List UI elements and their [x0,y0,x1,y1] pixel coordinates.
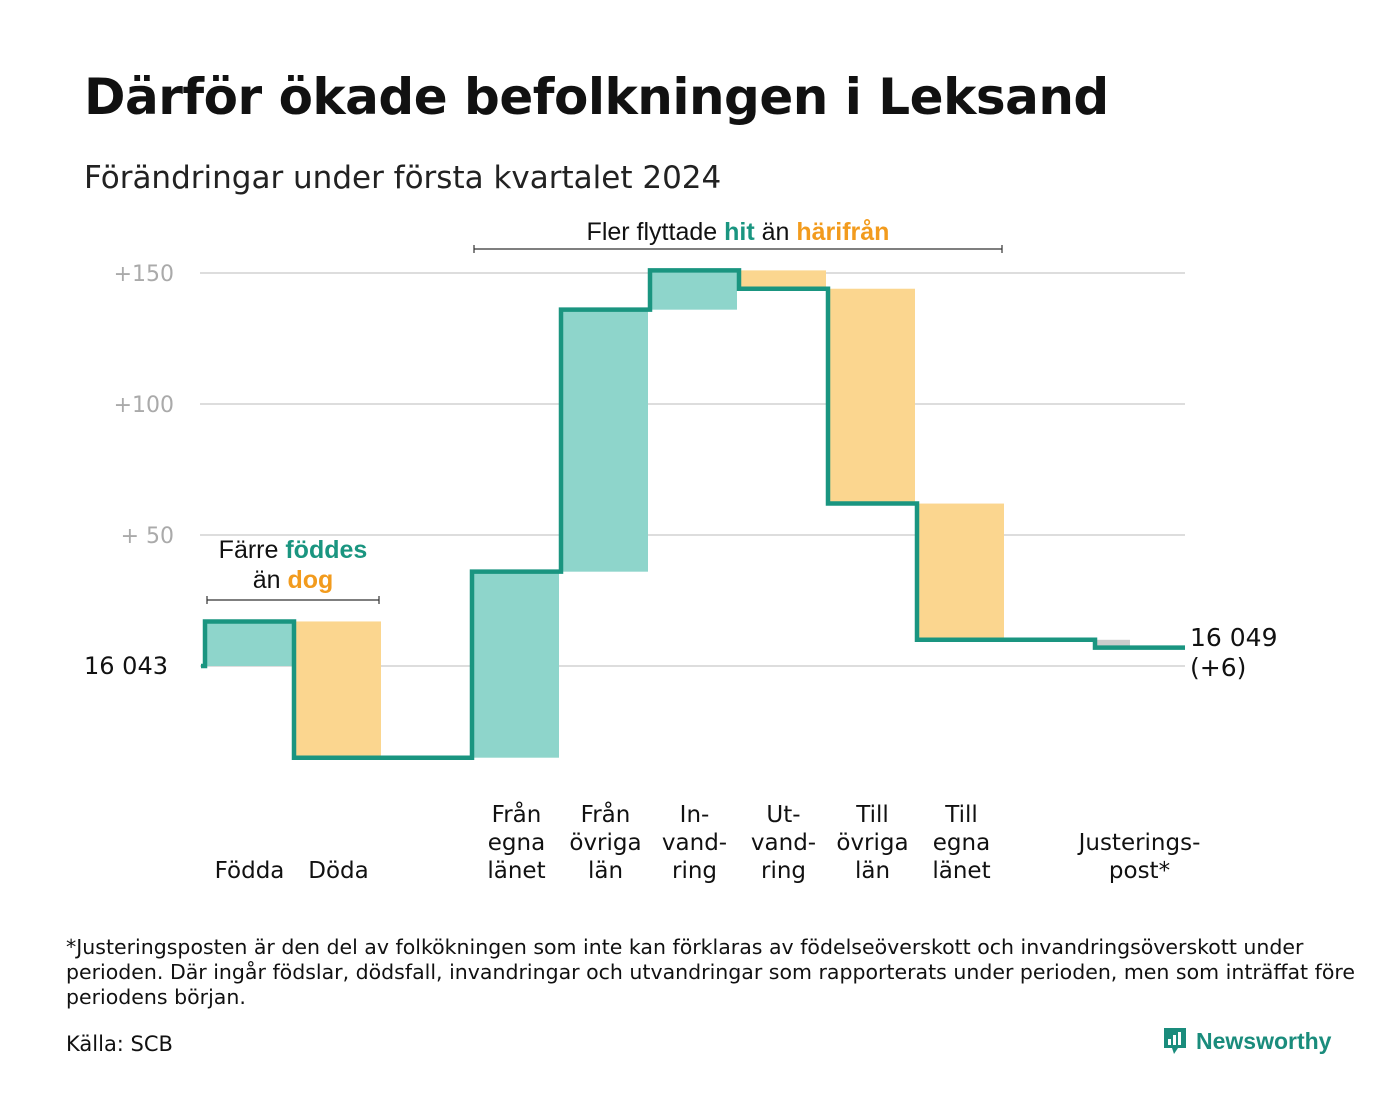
end-value-label: 16 049 [1190,623,1277,652]
bar-increase [652,270,737,310]
footnote: *Justeringsposten är den del av folkökni… [66,935,1355,1009]
annotation-text: Färre föddes [219,536,368,564]
category-label: In- [680,802,710,828]
category-label: post* [1109,858,1170,884]
category-label: övriga [836,830,908,856]
brand-logo[interactable]: Newsworthy [1162,1026,1331,1056]
bar-adjustment [1095,639,1130,648]
bar-increase [563,309,648,572]
category-label: Födda [215,858,285,884]
y-tick-label: +150 [114,262,174,287]
category-label: ring [761,858,806,884]
category-label: län [588,858,623,884]
category-label: Döda [308,858,368,884]
bar-decrease [296,621,381,758]
y-tick-label: + 50 [121,524,174,549]
category-label: vand- [662,830,727,856]
category-label: Ut- [766,802,800,828]
category-label: egna [488,830,545,856]
running-total-line [201,268,1185,760]
category-label: ring [672,858,717,884]
category-label: övriga [569,830,641,856]
category-label: länet [932,858,990,884]
end-change-label: (+6) [1190,653,1246,682]
bar-increase [207,621,292,666]
start-value-label: 16 043 [84,652,168,680]
category-label: egna [933,830,990,856]
bar-decrease [919,503,1004,640]
bar-decrease [830,288,915,504]
category-label: Till [944,802,978,828]
newsworthy-logo-icon [1164,1028,1186,1054]
annotation-text: än dog [253,566,334,594]
y-tick-label: +100 [114,393,174,418]
bar-decrease [741,270,826,289]
bar-increase [474,571,559,758]
category-label: Från [581,800,631,828]
chart-subtitle: Förändringar under första kvartalet 2024 [84,160,722,196]
category-label: länet [487,858,545,884]
category-label: Till [855,802,889,828]
source-label: Källa: SCB [66,1032,173,1056]
category-label: vand- [751,830,816,856]
category-label: Justerings- [1077,830,1201,856]
annotation-text: Fler flyttade hit än härifrån [587,218,890,246]
brand-name: Newsworthy [1196,1027,1332,1054]
category-label: Från [492,800,542,828]
chart-title: Därför ökade befolkningen i Leksand [84,68,1109,126]
category-label: län [855,858,890,884]
